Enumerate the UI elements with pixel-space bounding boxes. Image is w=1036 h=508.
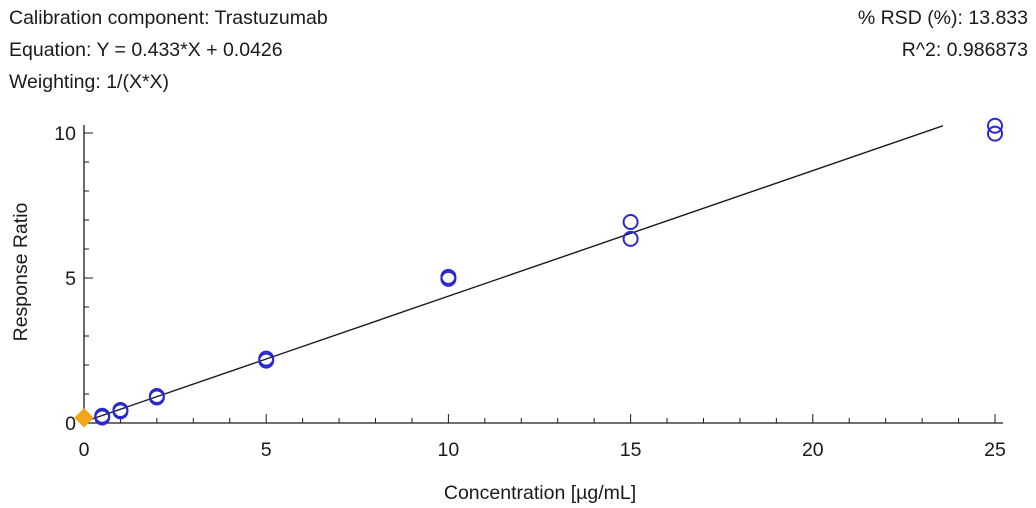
fit-line	[83, 125, 944, 423]
data-points	[74, 117, 1003, 428]
data-point	[440, 270, 457, 287]
rsd-label: % RSD (%): 13.833	[857, 7, 1028, 29]
calibration-info: Calibration component: Trastuzumab Equat…	[9, 2, 328, 98]
x-tick-label: 0	[79, 439, 90, 461]
data-point	[258, 352, 275, 369]
data-point	[622, 214, 639, 231]
data-point	[148, 389, 165, 406]
data-point	[622, 230, 639, 247]
fit-line-group	[83, 125, 944, 423]
x-tick-label: 5	[261, 439, 272, 461]
y-axis-label: Response Ratio	[10, 202, 32, 341]
x-tick-label: 15	[620, 439, 642, 461]
y-tick-label: 0	[65, 413, 76, 435]
x-tick-label: 25	[984, 439, 1006, 461]
data-point	[94, 409, 111, 426]
data-point	[987, 125, 1003, 142]
weighting-label: Weighting: 1/(X*X)	[9, 71, 170, 93]
fit-statistics: % RSD (%): 13.833 R^2: 0.986873	[858, 2, 1028, 66]
equation-label: Equation: Y = 0.433*X + 0.0426	[9, 39, 283, 61]
y-tick-label: 10	[54, 123, 76, 145]
x-tick-label: 20	[802, 439, 824, 461]
x-tick-label: 10	[438, 439, 460, 461]
axes: 0 5 10 15 20 25 0 5 10	[54, 123, 1006, 461]
x-axis-label: Concentration [µg/mL]	[444, 482, 636, 504]
data-point	[112, 403, 129, 420]
component-label: Calibration component: Trastuzumab	[9, 7, 328, 29]
r-squared-label: R^2: 0.986873	[901, 39, 1028, 61]
data-point	[987, 117, 1003, 134]
y-tick-label: 5	[65, 268, 76, 290]
excluded-point-marker	[74, 408, 94, 428]
